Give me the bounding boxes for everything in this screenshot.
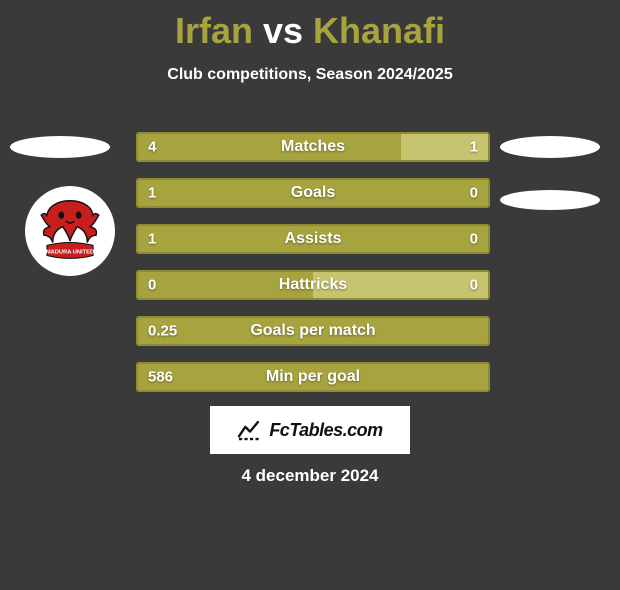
player1-name: Irfan (175, 10, 253, 51)
player2-name: Khanafi (313, 10, 445, 51)
stat-bar-label: Hattricks (279, 276, 347, 294)
madura-united-icon: MADURA UNITED (34, 195, 106, 267)
stat-bar-label: Goals per match (250, 322, 375, 340)
stat-bar-value-left: 586 (148, 369, 173, 386)
stat-bar: Goals 1 0 (136, 178, 490, 208)
player1-flag-oval (10, 136, 110, 158)
fctables-brand: FcTables.com (210, 406, 410, 454)
stat-bar: Goals per match 0.25 (136, 316, 490, 346)
stat-bar-value-left: 4 (148, 139, 156, 156)
stat-bar-value-right: 0 (470, 277, 478, 294)
player1-club-logo: MADURA UNITED (25, 186, 115, 276)
stat-bar: Matches 4 1 (136, 132, 490, 162)
vs-text: vs (263, 10, 303, 51)
stat-bar-label: Goals (291, 184, 335, 202)
stat-bar-value-left: 1 (148, 231, 156, 248)
brand-text: FcTables.com (269, 420, 382, 441)
svg-text:MADURA UNITED: MADURA UNITED (46, 249, 94, 255)
stat-bar: Assists 1 0 (136, 224, 490, 254)
stat-bar-value-left: 1 (148, 185, 156, 202)
date-text: 4 december 2024 (0, 466, 620, 486)
stat-bar-left-segment (138, 134, 401, 160)
stat-bar-value-right: 1 (470, 139, 478, 156)
stat-bar-label: Matches (281, 138, 345, 156)
stat-bar-value-left: 0 (148, 277, 156, 294)
stat-bar: Min per goal 586 (136, 362, 490, 392)
page-title: Irfan vs Khanafi (0, 10, 620, 52)
stat-bar-value-right: 0 (470, 185, 478, 202)
stats-bars: Matches41Goals10Assists10Hattricks00Goal… (136, 132, 490, 408)
stat-bar-value-left: 0.25 (148, 323, 177, 340)
stat-bar-value-right: 0 (470, 231, 478, 248)
stat-bar-label: Min per goal (266, 368, 360, 386)
stat-bar-label: Assists (285, 230, 342, 248)
subtitle: Club competitions, Season 2024/2025 (0, 66, 620, 84)
fctables-icon (237, 419, 263, 441)
player2-flag-oval (500, 136, 600, 158)
player2-club-oval (500, 190, 600, 210)
stat-bar: Hattricks 0 0 (136, 270, 490, 300)
